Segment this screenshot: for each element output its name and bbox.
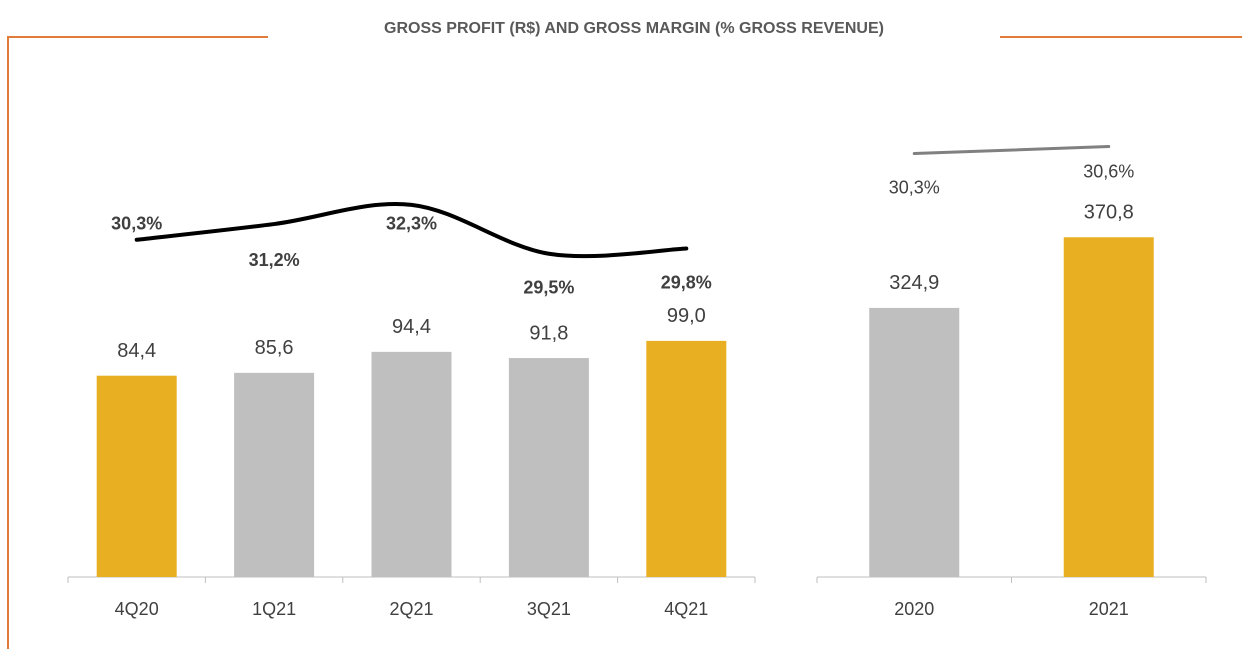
bar-label: 324,9: [889, 272, 939, 294]
frame: [7, 36, 1242, 649]
bar: [869, 307, 960, 577]
x-tick-label: 2021: [1089, 599, 1129, 619]
margin-label: 29,8%: [661, 272, 712, 292]
bar: [646, 340, 727, 577]
x-tick-label: 1Q21: [252, 599, 296, 619]
margin-label: 30,6%: [1083, 161, 1134, 181]
bar: [96, 375, 177, 577]
x-tick-label: 4Q20: [115, 599, 159, 619]
frame-left: [7, 36, 268, 649]
margin-label: 31,2%: [249, 250, 300, 270]
bar-label: 370,8: [1084, 202, 1134, 224]
bar: [1063, 237, 1154, 577]
margin-line: [134, 202, 689, 259]
x-tick-label: 2Q21: [389, 599, 433, 619]
bar: [371, 351, 452, 577]
margin-label: 30,3%: [889, 177, 940, 197]
bar-label: 85,6: [255, 337, 294, 359]
margin-label: 32,3%: [386, 214, 437, 234]
bar-label: 84,4: [117, 340, 156, 362]
bar: [234, 372, 315, 577]
bar-label: 94,4: [392, 316, 431, 338]
margin-line: [912, 145, 1111, 156]
x-tick-label: 4Q21: [664, 599, 708, 619]
bar-label: 91,8: [529, 322, 568, 344]
x-tick-label: 3Q21: [527, 599, 571, 619]
bar-label: 99,0: [667, 305, 706, 327]
bar: [508, 358, 589, 577]
x-tick-label: 2020: [894, 599, 934, 619]
margin-label: 30,3%: [111, 214, 162, 234]
margin-label: 29,5%: [523, 278, 574, 298]
chart-title: GROSS PROFIT (R$) AND GROSS MARGIN (% GR…: [384, 20, 884, 37]
